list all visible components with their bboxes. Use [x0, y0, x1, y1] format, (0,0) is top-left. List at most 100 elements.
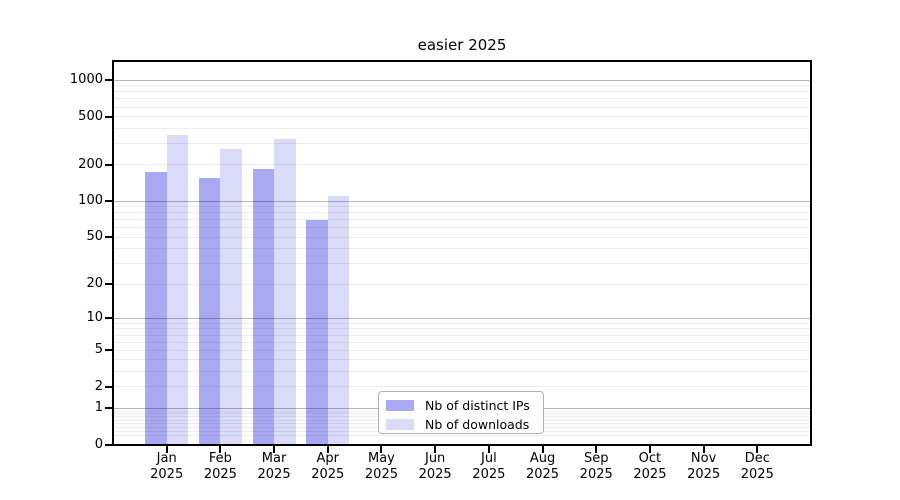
x-axis-tick	[380, 446, 383, 453]
x-axis-tick-label: Jan 2025	[137, 451, 197, 483]
gridline-minor	[113, 212, 811, 214]
x-axis-tick	[165, 446, 168, 453]
gridline-minor	[113, 283, 811, 285]
gridline-minor	[113, 349, 811, 351]
bar-downloads	[166, 135, 189, 445]
gridline-major	[113, 317, 811, 319]
gridline-minor	[113, 164, 811, 166]
x-label-month: Jan	[156, 451, 177, 466]
y-axis-tick	[105, 283, 112, 286]
gridline-minor	[113, 236, 811, 238]
y-axis-tick-label: 100	[78, 193, 103, 209]
gridline-minor	[113, 206, 811, 208]
y-axis-tick	[105, 115, 112, 118]
x-axis-tick-label: Jul 2025	[459, 451, 519, 483]
legend: Nb of distinct IPs Nb of downloads	[378, 391, 544, 434]
gridline-minor	[113, 127, 811, 129]
gridline-minor	[113, 106, 811, 108]
x-label-month: Apr	[316, 451, 340, 466]
x-label-month: Nov	[690, 451, 717, 466]
gridline-minor	[113, 371, 811, 373]
gridline-minor	[113, 341, 811, 343]
gridline-major	[113, 79, 811, 81]
gridline-minor	[113, 263, 811, 265]
y-axis-tick-label: 1000	[69, 72, 103, 88]
x-axis-tick-label: Jun 2025	[405, 451, 465, 483]
gridline-minor	[113, 227, 811, 229]
gridline-minor	[113, 85, 811, 87]
bar-downloads	[327, 196, 350, 445]
x-label-month: Feb	[208, 451, 232, 466]
x-label-year: 2025	[311, 467, 345, 482]
gridline-minor	[113, 98, 811, 100]
y-axis-tick-label: 50	[86, 229, 103, 245]
legend-label: Nb of downloads	[425, 417, 530, 432]
x-label-month: Mar	[261, 451, 287, 466]
bar-distinct-ips	[198, 178, 221, 445]
y-axis-tick-label: 2	[94, 378, 103, 394]
x-label-year: 2025	[740, 467, 774, 482]
gridline-minor	[113, 386, 811, 388]
x-axis-tick	[756, 446, 759, 453]
x-axis-tick	[487, 446, 490, 453]
bar-distinct-ips	[306, 219, 328, 445]
x-label-month: Sep	[583, 451, 609, 466]
bar-downloads	[274, 139, 296, 445]
gridline-minor	[113, 248, 811, 250]
y-axis-tick-label: 10	[86, 310, 103, 326]
y-axis-tick	[105, 444, 112, 446]
y-axis-tick-label: 20	[86, 276, 103, 292]
y-axis-tick	[105, 79, 112, 82]
gridline-minor	[113, 116, 811, 118]
x-axis-tick	[702, 446, 705, 453]
x-label-month: Jul	[481, 451, 497, 466]
legend-label: Nb of distinct IPs	[425, 398, 530, 413]
x-label-month: Dec	[744, 451, 770, 466]
x-label-year: 2025	[579, 467, 613, 482]
y-axis-tick-label: 500	[78, 108, 103, 124]
legend-swatch	[386, 419, 414, 430]
x-label-year: 2025	[418, 467, 452, 482]
x-label-month: Aug	[529, 451, 556, 466]
x-axis-tick	[273, 446, 276, 453]
x-axis-tick-label: Nov 2025	[674, 451, 734, 483]
gridline-minor	[113, 334, 811, 336]
gridline-minor	[113, 91, 811, 93]
y-axis-tick	[105, 200, 112, 203]
y-axis-tick	[105, 407, 112, 410]
x-axis-tick-label: Sep 2025	[566, 451, 626, 483]
x-label-month: Jun	[424, 451, 446, 466]
x-label-year: 2025	[364, 467, 398, 482]
x-label-year: 2025	[257, 467, 291, 482]
x-label-year: 2025	[525, 467, 560, 482]
gridline-minor	[113, 219, 811, 221]
x-label-year: 2025	[203, 467, 237, 482]
gridline-minor	[113, 322, 811, 324]
x-axis-tick-label: Aug 2025	[513, 451, 573, 483]
y-axis-tick-label: 5	[94, 342, 103, 358]
chart-title: easier 2025	[417, 36, 507, 54]
x-label-year: 2025	[472, 467, 506, 482]
x-axis-tick	[326, 446, 329, 453]
x-label-year: 2025	[150, 467, 184, 482]
gridline-minor	[113, 434, 811, 436]
legend-swatch	[386, 400, 414, 411]
x-label-year: 2025	[687, 467, 721, 482]
bar-distinct-ips	[252, 168, 275, 445]
x-axis-tick-label: May 2025	[351, 451, 411, 483]
y-axis-tick-label: 0	[94, 437, 103, 452]
legend-item: Nb of downloads	[379, 415, 543, 434]
x-axis-tick	[219, 446, 222, 453]
x-axis-tick-label: Mar 2025	[244, 451, 304, 483]
x-axis-tick	[434, 446, 437, 453]
y-axis-tick	[105, 385, 112, 388]
legend-item: Nb of distinct IPs	[379, 396, 543, 415]
gridline-minor	[113, 328, 811, 330]
y-axis-tick	[105, 349, 112, 352]
x-axis-tick-label: Dec 2025	[727, 451, 787, 483]
x-label-month: Oct	[638, 451, 662, 466]
gridline-minor	[113, 143, 811, 145]
gridline-minor	[113, 359, 811, 361]
x-axis-tick	[648, 446, 651, 453]
